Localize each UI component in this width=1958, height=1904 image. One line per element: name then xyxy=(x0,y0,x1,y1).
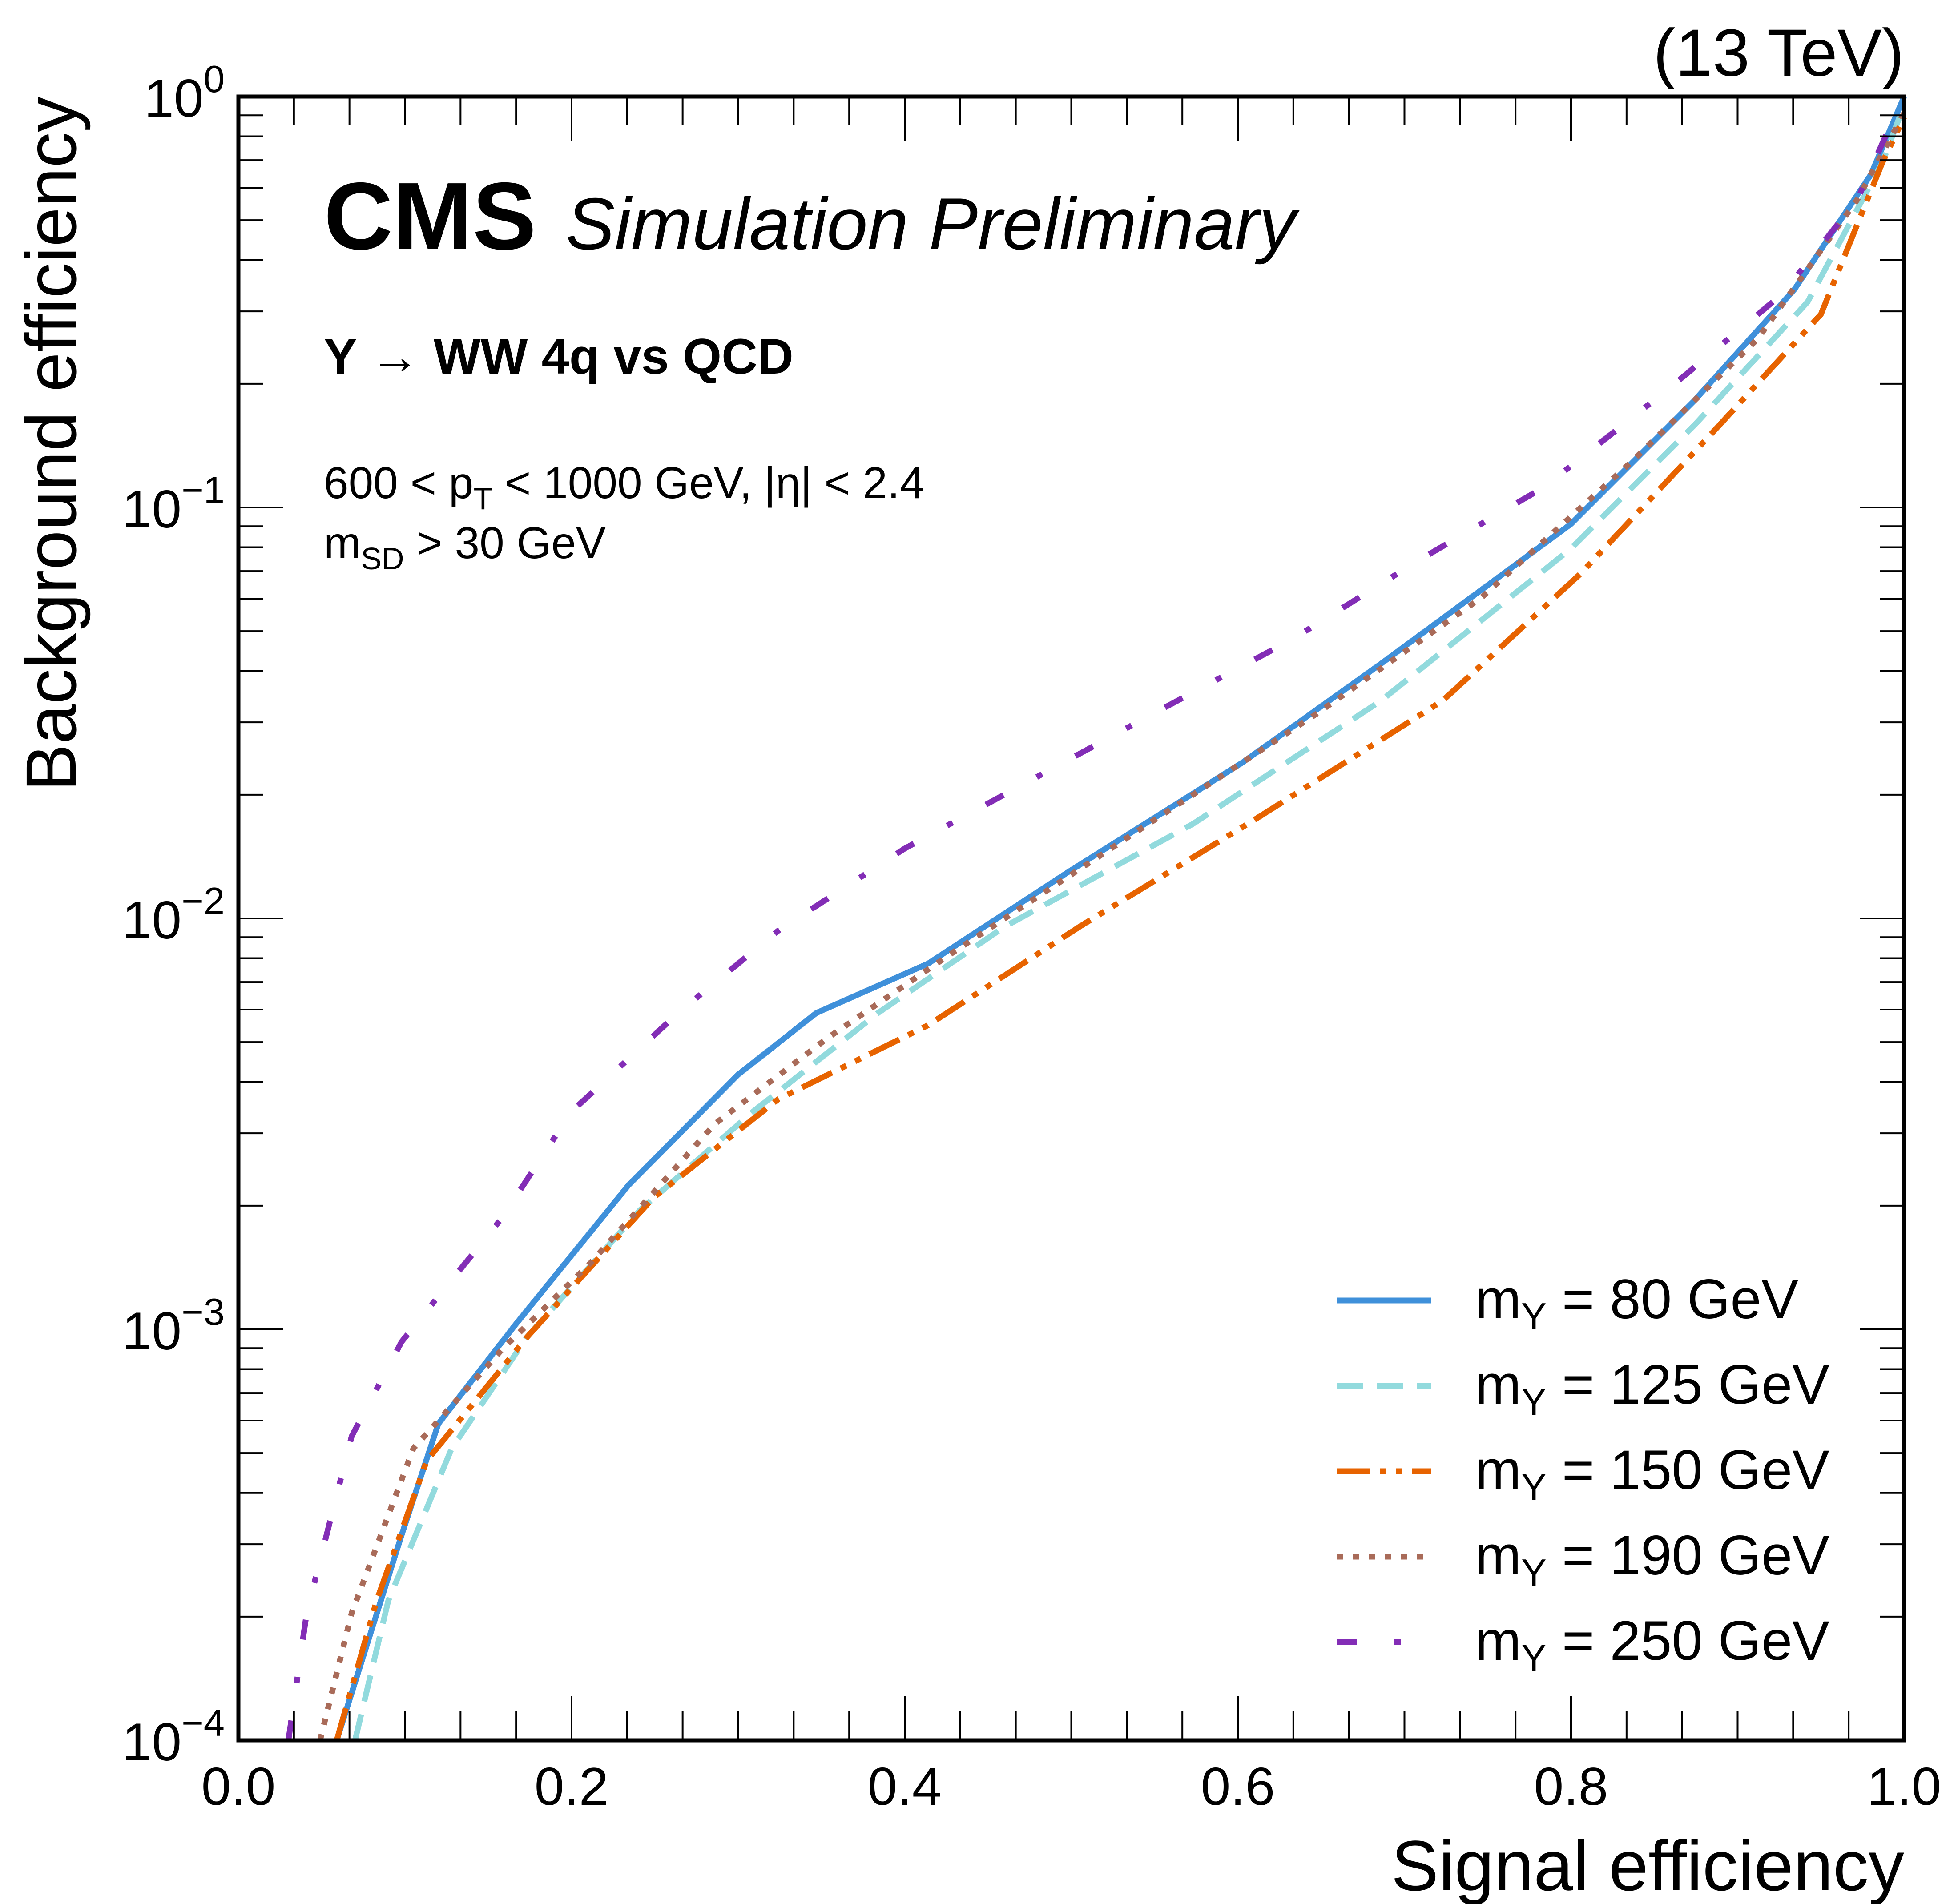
legend-entry-2: mY = 150 GeV xyxy=(1475,1439,1829,1509)
x-tick-label: 0.8 xyxy=(1534,1757,1608,1816)
series-line-2 xyxy=(334,116,1907,1741)
x-tick-label: 0.4 xyxy=(868,1757,942,1816)
cut-text: 600 < p xyxy=(324,458,473,508)
series-line-1 xyxy=(352,104,1907,1741)
y-tick-base: 10 xyxy=(122,479,181,539)
x-tick-label: 0.6 xyxy=(1201,1757,1275,1816)
legend-label: = 80 GeV xyxy=(1547,1268,1798,1330)
legend-subscript: Y xyxy=(1521,1381,1547,1423)
cms-sub-label: Simulation Preliminary xyxy=(566,183,1300,265)
cut-text: < 1000 GeV, |η| < 2.4 xyxy=(492,458,924,508)
legend-mass-symbol: m xyxy=(1475,1525,1521,1586)
cut-text: > 30 GeV xyxy=(404,518,606,568)
y-tick-label: 10−3 xyxy=(122,1291,225,1361)
legend-mass-symbol: m xyxy=(1475,1610,1521,1672)
legend-subscript: Y xyxy=(1521,1296,1547,1338)
process-label: Y → WW 4q vs QCD xyxy=(324,329,794,384)
y-tick-base: 10 xyxy=(122,1712,181,1772)
series-line-4 xyxy=(285,112,1899,1741)
y-tick-base: 10 xyxy=(144,68,203,128)
legend-mass-symbol: m xyxy=(1475,1354,1521,1416)
y-tick-exponent: −4 xyxy=(181,1702,225,1744)
y-tick-exponent: −2 xyxy=(181,880,225,922)
y-tick-exponent: −3 xyxy=(181,1291,225,1333)
legend-label: = 250 GeV xyxy=(1547,1610,1829,1672)
series-line-3 xyxy=(317,111,1907,1741)
y-tick-base: 10 xyxy=(122,890,181,950)
legend-label: = 190 GeV xyxy=(1547,1525,1829,1586)
y-tick-label: 10−1 xyxy=(122,469,225,539)
legend-mass-symbol: m xyxy=(1475,1439,1521,1501)
plot-frame xyxy=(236,94,1906,1743)
legend-entry-1: mY = 125 GeV xyxy=(1475,1354,1829,1423)
legend-entry-3: mY = 190 GeV xyxy=(1475,1525,1829,1594)
legend-label: = 150 GeV xyxy=(1547,1439,1829,1501)
y-axis-label: Background efficiency xyxy=(11,97,91,791)
y-tick-exponent: −1 xyxy=(181,469,225,511)
curves-layer xyxy=(285,95,1907,1741)
legend-subscript: Y xyxy=(1521,1552,1547,1594)
cut-label-2: mSD > 30 GeV xyxy=(324,518,606,576)
y-tick-base: 10 xyxy=(122,1301,181,1361)
y-tick-label: 10−4 xyxy=(122,1702,225,1772)
cut-label-1: 600 < pT < 1000 GeV, |η| < 2.4 xyxy=(324,458,924,516)
x-tick-label: 0.0 xyxy=(201,1757,276,1816)
y-tick-exponent: 0 xyxy=(204,58,225,101)
x-tick-label: 0.2 xyxy=(535,1757,609,1816)
legend-entry-4: mY = 250 GeV xyxy=(1475,1610,1829,1679)
cms-label: CMS xyxy=(324,162,536,270)
y-tick-label: 100 xyxy=(144,58,225,128)
x-tick-label: 1.0 xyxy=(1867,1757,1942,1816)
cut-sub: SD xyxy=(361,541,404,576)
legend-entry-0: mY = 80 GeV xyxy=(1475,1268,1798,1338)
legend-mass-symbol: m xyxy=(1475,1268,1521,1330)
legend-label: = 125 GeV xyxy=(1547,1354,1829,1416)
cut-sub: T xyxy=(473,481,492,516)
legend-subscript: Y xyxy=(1521,1637,1547,1679)
energy-label: (13 TeV) xyxy=(1653,15,1904,90)
cut-text: m xyxy=(324,518,361,568)
x-axis-label: Signal efficiency xyxy=(1391,1826,1904,1904)
y-tick-label: 10−2 xyxy=(122,880,225,950)
legend-subscript: Y xyxy=(1521,1466,1547,1509)
